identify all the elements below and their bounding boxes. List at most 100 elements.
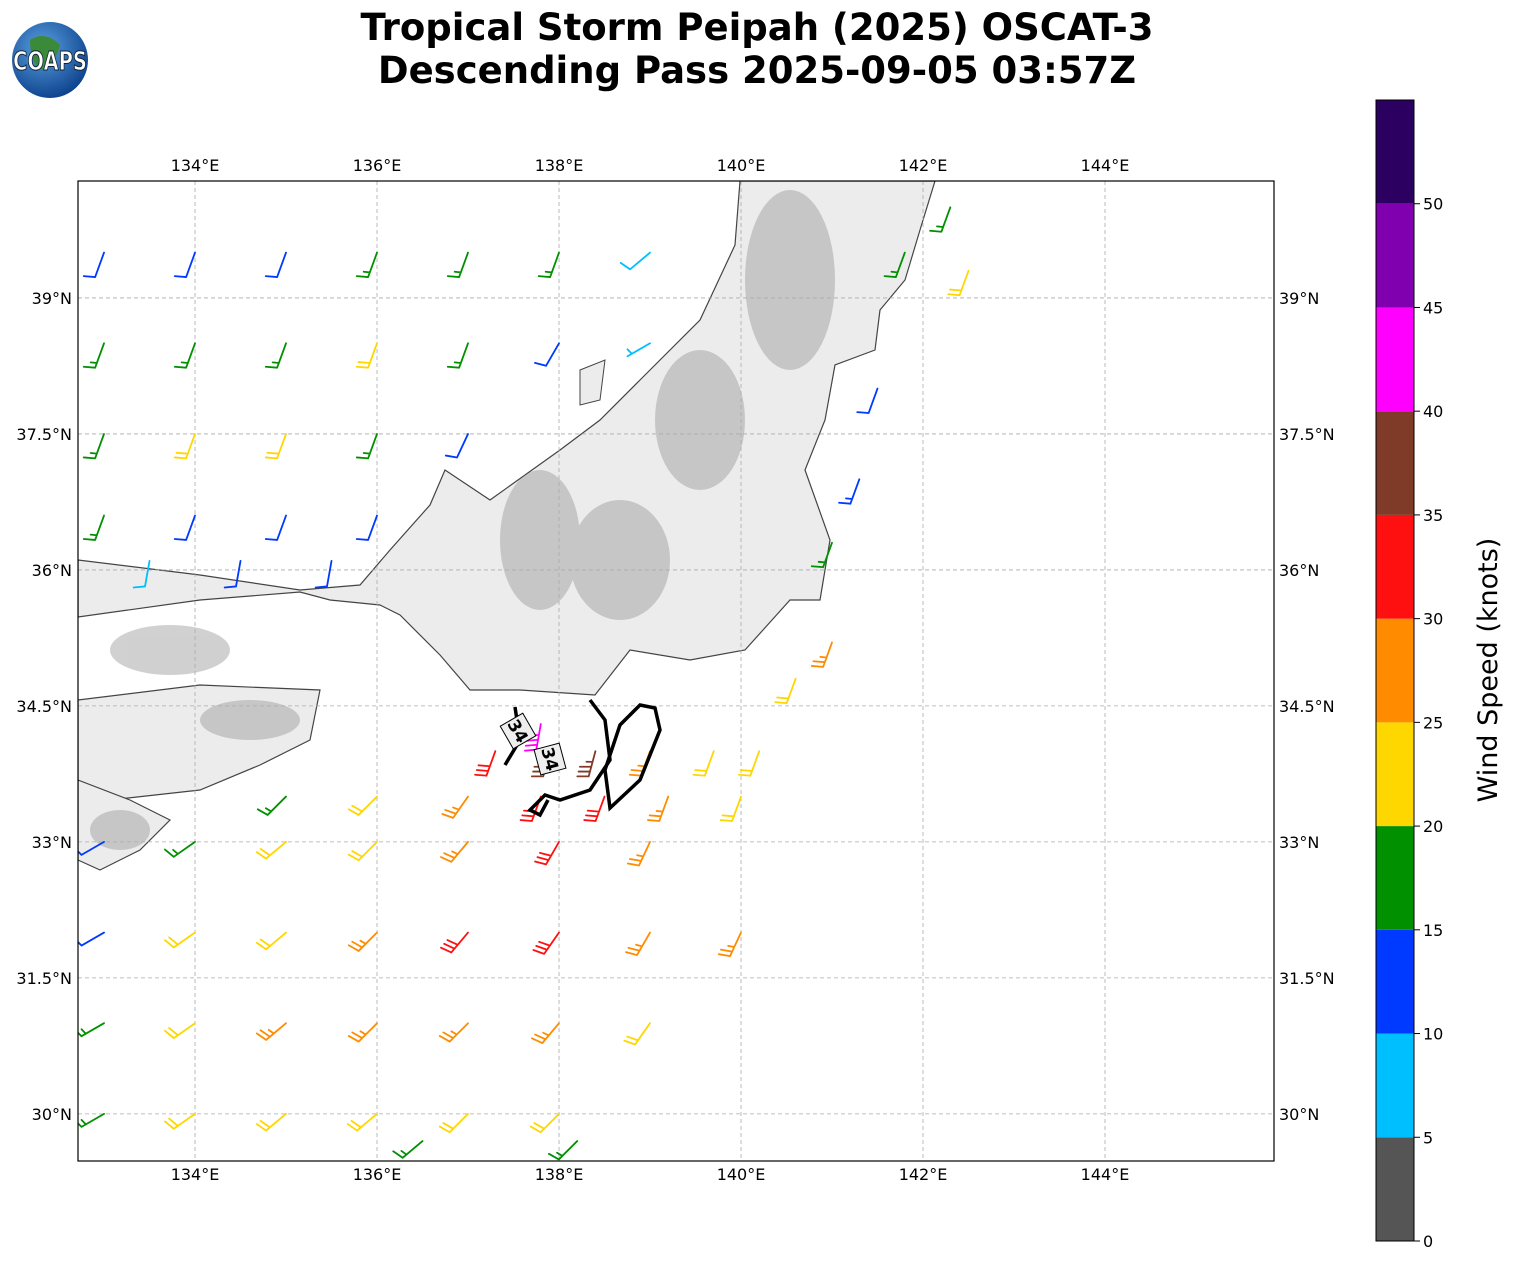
wind-barb [346,1112,378,1132]
x-tick-label-bottom: 142°E [899,1165,948,1184]
x-tick-label-top: 136°E [353,156,402,175]
wind-barb [583,795,606,822]
colorbar-segment [1376,618,1414,723]
colorbar-segment [1376,514,1414,619]
wind-barb [78,1112,105,1128]
wind-barb [446,251,469,278]
x-tick-label-bottom: 138°E [535,1165,584,1184]
colorbar-tick-label: 5 [1423,1128,1433,1147]
sado [579,359,606,406]
chart-subtitle: Descending Pass 2025-09-05 03:57Z [378,49,1136,92]
colorbar-tick-label: 35 [1423,506,1443,525]
wind-barb [774,677,797,705]
y-tick-label-right: 30°N [1279,1105,1319,1124]
wind-barb [440,840,469,863]
wind-barb [264,433,287,460]
colorbar-segment [1376,826,1414,930]
ticks: 134°E 134°E 136°E 136°E 138°E 138°E 140°E 140°E… [16,156,1334,1184]
wind-barb [534,840,560,866]
x-tick-label-bottom: 140°E [717,1165,766,1184]
wind-barb [438,1022,469,1043]
colorbar-tick-label: 50 [1423,195,1443,214]
x-tick-label-top: 134°E [171,156,220,175]
x-tick-label-top: 140°E [717,156,766,175]
wind-barb [164,931,196,949]
wind-barb [347,1022,378,1043]
wind-barb [355,433,378,460]
honshu [78,181,936,696]
map: 34 34 [78,181,1274,1161]
wind-barb [444,433,469,459]
y-tick-label-left: 34.5°N [16,697,72,716]
chart-title: Tropical Storm Peipah (2025) OSCAT-3 [360,6,1153,49]
wind-barb [264,251,287,278]
y-tick-label-left: 31.5°N [16,969,72,988]
wind-barb [810,541,833,569]
y-tick-label-right: 37.5°N [1279,425,1335,444]
wind-barb [264,342,287,369]
wind-barb [438,1112,469,1134]
wind-barb [82,342,105,369]
wind-barb [173,433,196,460]
logo: COAPS [12,22,88,98]
wind-barb [264,514,287,541]
wind-barb [164,1022,196,1040]
wind-barb [255,840,287,860]
colorbar-segment [1376,203,1414,308]
wind-barb [619,251,651,271]
y-tick-label-left: 33°N [32,833,72,852]
wind-barb [78,840,105,856]
wind-barb [626,840,651,867]
wind-barb [719,795,742,822]
wind-barb [347,931,378,952]
y-tick-label-right: 31.5°N [1279,969,1335,988]
wind-barb [392,1140,424,1159]
contour-line [527,698,612,818]
wind-barb [692,750,715,777]
wind-barb [441,795,469,819]
colorbar-tick-label: 10 [1423,1025,1443,1044]
wind-barb [537,251,560,278]
wind-barb [255,1022,287,1041]
contour-line [603,703,662,812]
wind-barb [440,931,469,954]
y-tick-label-left: 36°N [32,561,72,580]
wind-barb [576,750,597,778]
wind-barb [519,795,542,822]
colorbar-tick-label: 25 [1423,713,1443,732]
wind-barb [173,251,196,278]
y-tick-label-right: 34.5°N [1279,697,1335,716]
ocean [78,181,1274,1161]
wind-barb [347,840,378,862]
colorbar: 0 5 10 15 20 25 30 35 40 45 50 [1375,99,1443,1251]
wind-barb [82,251,105,278]
wind-barb [173,514,196,541]
map-frame [77,180,1275,1162]
colorbar-label: Wind Speed (knots) [1473,538,1504,803]
wind-barb [534,342,560,367]
y-tick-label-right: 39°N [1279,289,1319,308]
wind-barb [532,931,560,955]
wind-barb [82,433,105,460]
colorbar-frame [1375,99,1415,1242]
wind-barb [82,514,105,541]
y-tick-label-left: 30°N [32,1105,72,1124]
colorbar-segment [1376,1033,1414,1138]
wind-barb [474,750,497,777]
kyushu [78,779,172,871]
wind-barb [529,1112,560,1134]
wind-barb [347,795,378,816]
wind-barb [856,387,879,414]
wind-barb [524,723,542,752]
contour-label-box [533,742,567,776]
x-tick-label-top: 142°E [899,156,948,175]
logo-text: COAPS [13,47,87,77]
wind-barb [164,1112,196,1130]
wind-barb [947,269,970,297]
wind-barb [625,931,651,956]
x-tick-label-bottom: 134°E [171,1165,220,1184]
wind-barb [738,750,761,777]
wind-barb [164,840,196,858]
wind-barb [255,1112,287,1132]
colorbar-tick-label: 20 [1423,817,1443,836]
